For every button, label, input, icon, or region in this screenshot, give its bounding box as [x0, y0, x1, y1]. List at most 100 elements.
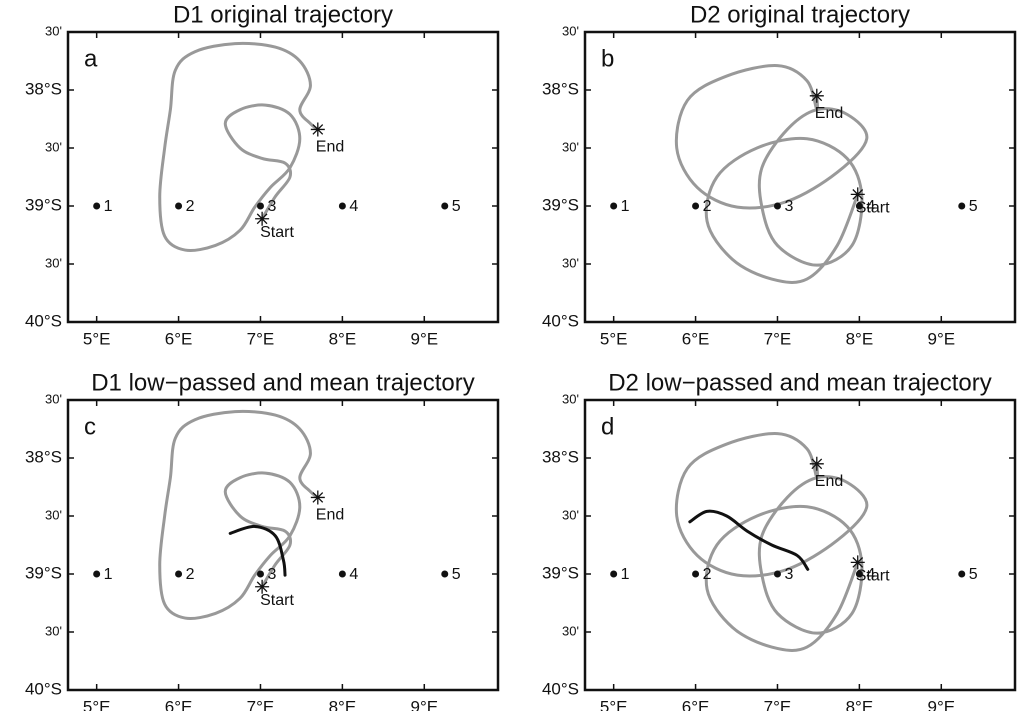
panel-label: d — [601, 413, 614, 440]
y-tick-label: 39°S — [542, 563, 579, 582]
y-tick-label: 30' — [562, 255, 579, 270]
station — [610, 202, 618, 210]
annotation: End — [815, 473, 843, 490]
station-label: 2 — [703, 198, 712, 215]
marker — [310, 122, 325, 137]
x-tick-label: 8°E — [846, 697, 874, 711]
y-tick-label: 30' — [562, 23, 579, 38]
station — [855, 570, 863, 578]
annotation: End — [815, 105, 843, 122]
x-tick-label: 8°E — [329, 329, 357, 348]
station — [958, 570, 966, 578]
station-label: 5 — [969, 566, 978, 583]
y-tick-label: 39°S — [25, 563, 62, 582]
station — [610, 570, 618, 578]
station-label: 2 — [186, 566, 195, 583]
station — [773, 570, 781, 578]
station-label: 4 — [349, 566, 358, 583]
y-tick-label: 40°S — [25, 679, 62, 698]
y-tick-label: 30' — [45, 255, 62, 270]
marker — [809, 456, 824, 471]
station — [175, 202, 183, 210]
y-tick-label: 30' — [45, 23, 62, 38]
annotation: End — [316, 139, 344, 156]
y-tick-label: 38°S — [542, 79, 579, 98]
station — [441, 570, 449, 578]
trajectory — [158, 41, 320, 252]
marker — [255, 579, 270, 594]
x-tick-label: 7°E — [764, 697, 792, 711]
y-tick-label: 38°S — [25, 447, 62, 466]
y-tick-label: 38°S — [542, 447, 579, 466]
station-label: 4 — [349, 198, 358, 215]
station-label: 5 — [969, 198, 978, 215]
x-tick-label: 8°E — [846, 329, 874, 348]
station-label: 1 — [621, 566, 630, 583]
marker — [255, 211, 270, 226]
station-label: 3 — [267, 198, 276, 215]
marker — [850, 187, 865, 202]
x-tick-label: 9°E — [410, 697, 438, 711]
panel-title: D1 original trajectory — [173, 1, 393, 28]
station — [93, 570, 101, 578]
panel-label: c — [84, 413, 96, 440]
map-frame — [583, 398, 1017, 692]
y-tick-label: 30' — [45, 507, 62, 522]
station — [93, 202, 101, 210]
x-tick-label: 5°E — [600, 697, 628, 711]
x-tick-label: 5°E — [83, 697, 111, 711]
x-tick-label: 7°E — [247, 697, 275, 711]
station-label: 3 — [784, 566, 793, 583]
x-tick-label: 7°E — [247, 329, 275, 348]
y-tick-label: 39°S — [542, 195, 579, 214]
station — [256, 570, 264, 578]
panel-title: D1 low−passed and mean trajectory — [91, 369, 475, 396]
station — [338, 202, 346, 210]
station-label: 5 — [452, 198, 461, 215]
station — [338, 570, 346, 578]
station — [256, 202, 264, 210]
panel-label: b — [601, 45, 614, 72]
marker — [809, 88, 824, 103]
station-label: 1 — [621, 198, 630, 215]
y-tick-label: 30' — [562, 507, 579, 522]
y-tick-label: 30' — [562, 139, 579, 154]
trajectory — [674, 432, 869, 652]
x-tick-label: 5°E — [83, 329, 111, 348]
map-frame — [66, 398, 500, 692]
panel-title: D2 original trajectory — [690, 1, 910, 28]
x-tick-label: 6°E — [165, 329, 193, 348]
annotation: Start — [260, 592, 294, 609]
y-tick-label: 30' — [45, 391, 62, 406]
y-tick-label: 40°S — [25, 311, 62, 330]
trajectory — [228, 524, 287, 577]
trajectory — [674, 64, 869, 284]
station-label: 1 — [104, 566, 113, 583]
station-label: 4 — [866, 198, 875, 215]
map-frame — [583, 30, 1017, 324]
marker — [310, 490, 325, 505]
station — [692, 570, 700, 578]
y-tick-label: 40°S — [542, 679, 579, 698]
station — [958, 202, 966, 210]
trajectory — [158, 409, 320, 620]
station-label: 1 — [104, 198, 113, 215]
trajectory — [688, 509, 810, 571]
x-tick-label: 9°E — [927, 329, 955, 348]
y-tick-label: 40°S — [542, 311, 579, 330]
annotation: End — [316, 507, 344, 524]
annotation: Start — [856, 568, 890, 585]
map-frame — [66, 30, 500, 324]
y-tick-label: 30' — [562, 623, 579, 638]
x-tick-label: 8°E — [329, 697, 357, 711]
x-tick-label: 9°E — [410, 329, 438, 348]
station — [855, 202, 863, 210]
x-tick-label: 9°E — [927, 697, 955, 711]
marker — [850, 555, 865, 570]
y-tick-label: 30' — [45, 139, 62, 154]
station-label: 4 — [866, 566, 875, 583]
panel-title: D2 low−passed and mean trajectory — [608, 369, 992, 396]
station-label: 5 — [452, 566, 461, 583]
station — [441, 202, 449, 210]
